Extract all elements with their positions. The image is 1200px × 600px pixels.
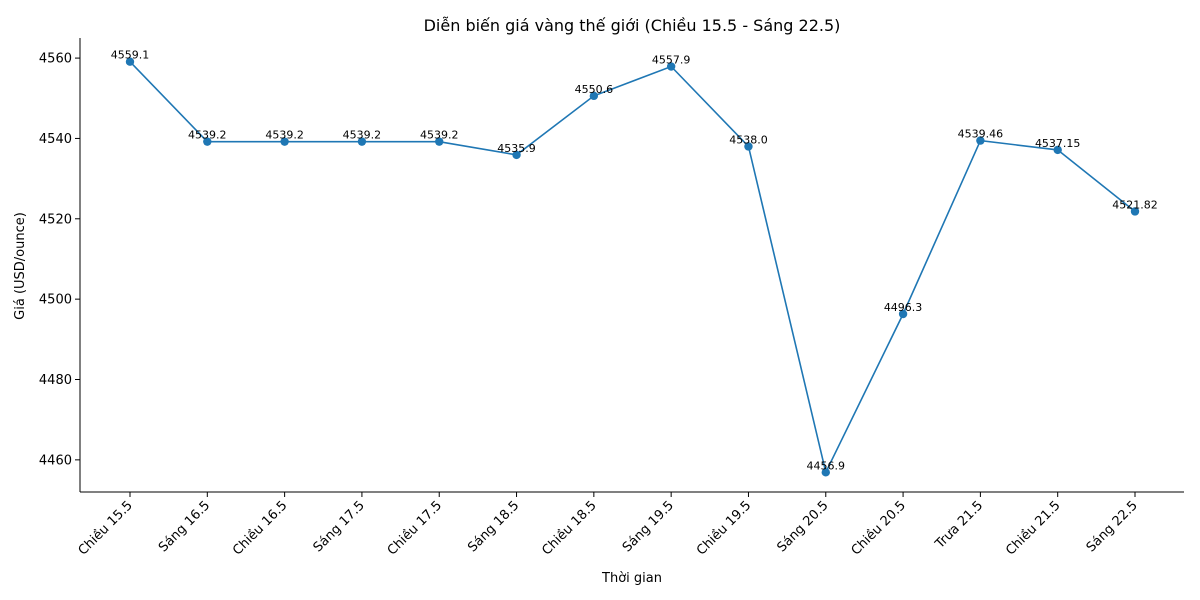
data-label: 4456.9 — [807, 459, 846, 472]
data-point — [203, 137, 212, 146]
x-tick-label: Chiều 21.5 — [1003, 498, 1063, 558]
x-tick-label: Chiều 18.5 — [539, 498, 599, 558]
series-line — [129, 61, 1136, 475]
y-tick-label: 4560 — [39, 52, 72, 67]
x-tick-label: Sáng 18.5 — [465, 498, 522, 555]
data-label: 4539.2 — [188, 129, 227, 142]
x-tick-label: Sáng 16.5 — [156, 498, 213, 555]
data-label: 4550.6 — [575, 83, 614, 96]
y-ticks: 4460 4480 4500 4520 4540 4560 — [39, 52, 80, 468]
data-label: 4539.2 — [265, 129, 304, 142]
x-tick-label: Trưa 21.5 — [932, 498, 986, 552]
y-tick-label: 4520 — [39, 212, 72, 227]
data-label: 4538.0 — [729, 133, 768, 146]
data-point — [744, 142, 753, 151]
x-tick-label: Chiều 16.5 — [230, 498, 290, 558]
data-label: 4559.1 — [111, 49, 150, 62]
y-tick-label: 4460 — [39, 453, 72, 468]
data-point — [666, 62, 676, 71]
data-label: 4557.9 — [652, 54, 691, 67]
x-tick-label: Sáng 19.5 — [620, 498, 677, 555]
y-tick-label: 4480 — [39, 373, 72, 388]
data-point — [512, 150, 521, 160]
data-label: 4496.3 — [884, 301, 923, 314]
x-tick-label: Chiều 17.5 — [385, 498, 445, 558]
data-label: 4535.9 — [497, 142, 536, 155]
data-labels: 4559.1 4539.2 4539.2 4539.2 4539.2 4535.9 4550… — [111, 49, 1158, 473]
y-tick-label: 4540 — [39, 132, 72, 147]
x-tick-label: Sáng 17.5 — [311, 498, 368, 555]
data-point — [898, 309, 908, 319]
data-point — [1130, 207, 1140, 216]
data-label: 4539.2 — [343, 129, 382, 142]
y-tick-label: 4500 — [39, 293, 72, 308]
data-point — [125, 57, 135, 66]
data-label: 4521.82 — [1112, 198, 1158, 211]
x-tick-label: Chiều 19.5 — [694, 498, 754, 558]
data-label: 4539.2 — [420, 129, 459, 142]
x-tick-label: Sáng 22.5 — [1084, 498, 1141, 555]
data-label: 4537.15 — [1035, 137, 1081, 150]
data-point — [589, 91, 599, 101]
data-label: 4539.46 — [958, 128, 1004, 141]
data-point — [280, 137, 289, 146]
data-point — [435, 137, 444, 146]
data-points — [125, 57, 1140, 477]
data-point — [357, 137, 367, 146]
x-ticks: Chiều 15.5 Sáng 16.5 Chiều 16.5 Sáng 17.5 Ch… — [76, 492, 1141, 559]
x-tick-label: Chiều 15.5 — [76, 498, 136, 558]
chart-title: Diễn biến giá vàng thế giới (Chiều 15.5 … — [424, 16, 841, 35]
y-axis-label: Giá (USD/ounce) — [13, 212, 28, 320]
x-axis-label: Thời gian — [601, 571, 662, 586]
x-tick-label: Chiều 20.5 — [849, 498, 909, 558]
data-point — [976, 136, 985, 145]
data-point — [1053, 145, 1062, 155]
data-point — [821, 468, 830, 477]
x-tick-label: Sáng 20.5 — [774, 498, 831, 555]
